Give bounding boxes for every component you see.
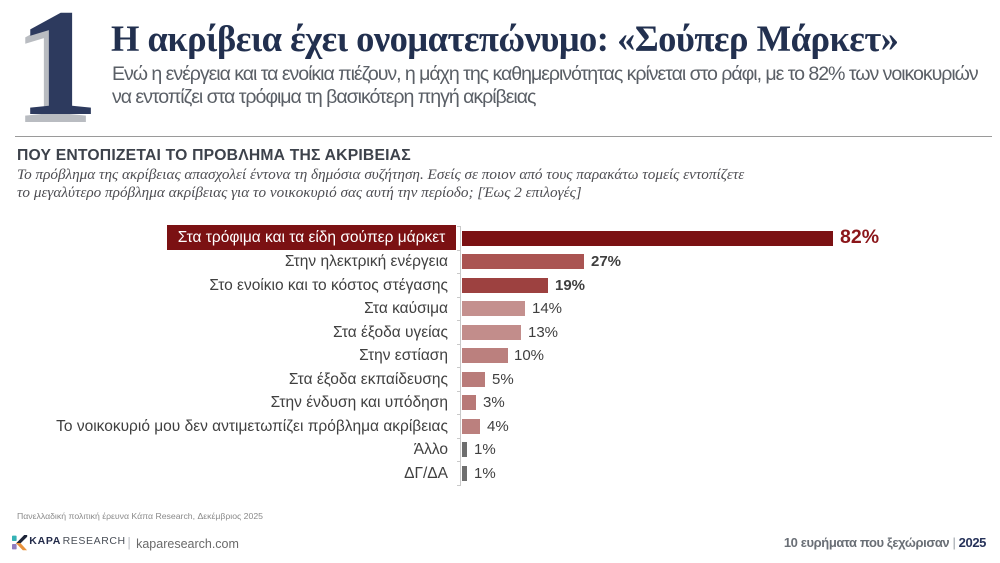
svg-text:kaparesearch.com: kaparesearch.com (136, 537, 239, 551)
svg-text:RESEARCH: RESEARCH (63, 535, 126, 547)
svg-text:KAPA: KAPA (30, 535, 62, 547)
